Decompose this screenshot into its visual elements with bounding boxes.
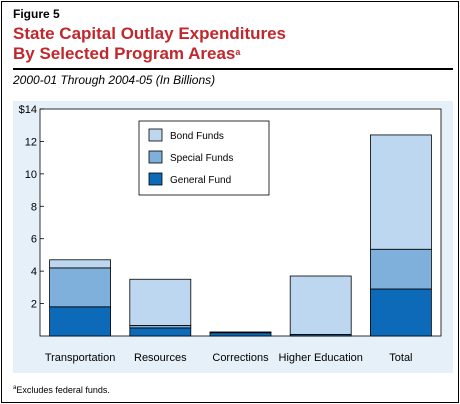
legend-label: Bond Funds (170, 131, 224, 142)
stacked-bar-chart: $14 12 10 8 6 4 2 Transportation Resources Correc… (19, 104, 442, 364)
x-category-label: Corrections (212, 352, 269, 364)
x-category-label: Higher Education (279, 352, 363, 364)
bar-bond-funds (129, 278, 192, 326)
figure-label: Figure 5 (13, 7, 60, 21)
title-line-1: State Capital Outlay Expenditures (13, 24, 287, 43)
bar-bond-funds (49, 259, 111, 269)
y-tick-label: 10 (25, 169, 37, 181)
legend-swatch (148, 150, 163, 164)
bar-special-funds (49, 267, 111, 308)
bar-general-fund (209, 332, 272, 337)
footnote: aExcludes federal funds. (13, 385, 110, 395)
bar-special-funds (369, 248, 432, 290)
x-category-label: Transportation (45, 352, 116, 364)
legend-label: General Fund (170, 175, 231, 186)
y-tick-label: 4 (31, 266, 37, 278)
legend-swatch (148, 128, 163, 142)
bar-bond-funds (209, 331, 272, 334)
bar-bond-funds (289, 275, 352, 335)
bar-bond-funds (369, 134, 432, 250)
title-rule (13, 68, 453, 70)
chart-panel: $14 12 10 8 6 4 2 Transportation Resources Correc… (13, 101, 453, 373)
chart-title: State Capital Outlay Expenditures By Sel… (13, 24, 286, 64)
footnote-marker: a (13, 385, 17, 391)
legend-label: Special Funds (170, 153, 233, 164)
legend-swatch (148, 172, 163, 186)
y-tick-label: 2 (31, 299, 37, 311)
y-tick-label: 12 (25, 136, 37, 148)
footnote-text: Excludes federal funds. (16, 385, 110, 395)
title-line-2: By Selected Program Areas (13, 44, 236, 63)
x-category-label: Total (389, 352, 412, 364)
bar-general-fund (369, 288, 432, 337)
title-footnote-marker: a (235, 47, 241, 57)
y-tick-label: $14 (19, 104, 37, 116)
chart-subtitle: 2000-01 Through 2004-05 (In Billions) (13, 73, 216, 87)
y-tick-label: 8 (31, 201, 37, 213)
y-tick-label: 6 (31, 234, 37, 246)
bar-general-fund (49, 306, 111, 337)
x-category-label: Resources (134, 352, 187, 364)
bar-general-fund (129, 327, 192, 337)
